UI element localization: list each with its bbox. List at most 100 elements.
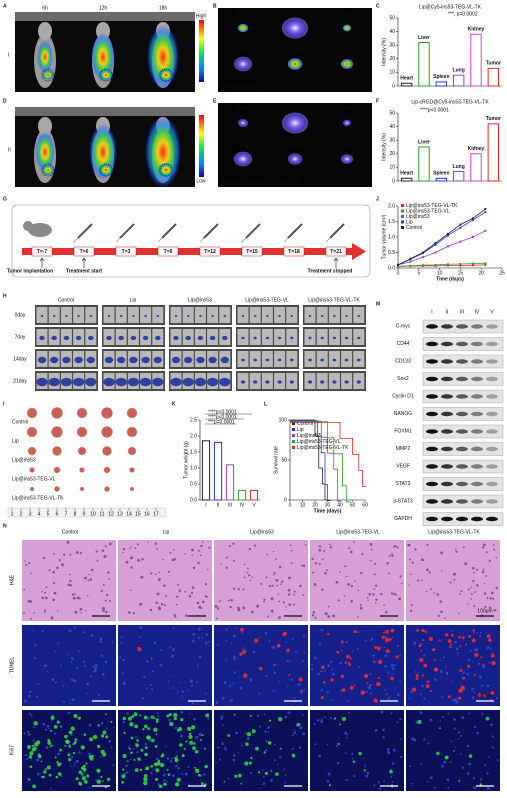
nucleus <box>187 765 190 768</box>
stain-spot <box>385 629 389 634</box>
tumor-signal <box>307 380 313 384</box>
stain-spot <box>49 729 52 732</box>
tumor <box>29 467 35 473</box>
nucleus <box>147 716 150 720</box>
nucleus <box>53 591 57 595</box>
tumor-signal <box>356 358 361 362</box>
tumor-signal <box>240 380 246 384</box>
tumor-signal <box>278 315 281 317</box>
chart-title: Lip-cRGD@Cy5-ins53-TEG-VL-TK <box>411 99 489 105</box>
day-label: 14day <box>13 356 27 362</box>
y-tick-label: 30 <box>389 43 395 49</box>
stain-spot <box>283 631 288 636</box>
nucleus <box>460 590 463 593</box>
stain-spot <box>64 734 68 739</box>
tumor-signal <box>266 315 269 317</box>
stain-spot <box>26 744 32 750</box>
nucleus <box>293 697 296 700</box>
nucleus <box>397 644 400 647</box>
stain-spot <box>244 761 249 766</box>
nucleus <box>44 609 47 611</box>
nucleus <box>229 684 232 687</box>
nucleus <box>53 732 57 735</box>
organ-signal <box>287 152 303 166</box>
stain-spot <box>55 775 59 779</box>
nucleus <box>470 586 473 589</box>
bar <box>435 177 448 182</box>
nucleus <box>168 718 171 722</box>
stain-spot <box>264 771 269 775</box>
nucleus <box>263 598 266 601</box>
nucleus <box>285 605 288 608</box>
tumor <box>102 446 112 456</box>
stain-spot <box>179 743 183 747</box>
category-label: Lung <box>453 164 465 170</box>
stain-spot <box>78 770 83 774</box>
nucleus <box>23 611 25 614</box>
tumor-signal <box>140 377 152 387</box>
nucleus <box>243 563 246 566</box>
nucleus <box>433 786 436 789</box>
nucleus <box>372 654 375 657</box>
nucleus <box>162 773 166 777</box>
tumor-signal <box>60 377 72 387</box>
tumor-signal <box>344 380 349 384</box>
nucleus <box>278 680 280 683</box>
stain-spot <box>415 674 419 678</box>
y-tick-label: 50 <box>389 15 395 21</box>
nucleus <box>421 579 423 582</box>
protein-label: MMP2 <box>396 446 411 452</box>
stain-spot <box>74 738 78 741</box>
stain-spot <box>488 638 492 642</box>
stain-spot <box>199 738 202 741</box>
stain-spot <box>129 722 134 727</box>
stain-spot <box>386 632 389 635</box>
nucleus <box>476 568 479 571</box>
nucleus <box>71 698 75 702</box>
panel-letter: F <box>376 98 379 104</box>
blot-band <box>441 446 453 452</box>
group-label: Control <box>12 419 28 425</box>
stain-spot <box>183 747 186 750</box>
series-line <box>397 211 486 266</box>
nucleus <box>473 786 477 790</box>
ruler-label: 8 <box>74 511 77 517</box>
nucleus <box>389 713 392 715</box>
stain-spot <box>32 784 37 789</box>
stain-spot <box>155 733 158 736</box>
nucleus <box>24 560 26 562</box>
nucleus <box>393 748 396 752</box>
nucleus <box>471 661 474 663</box>
mouse-head <box>38 117 52 135</box>
stain-spot <box>81 773 84 776</box>
nucleus <box>225 749 228 751</box>
nucleus <box>237 588 241 591</box>
bar <box>487 67 500 87</box>
day-box <box>283 246 305 257</box>
nucleus <box>301 659 304 662</box>
stain-spot <box>233 754 236 757</box>
nucleus <box>129 547 131 550</box>
nucleus <box>408 584 411 586</box>
blot-band <box>456 394 468 399</box>
nucleus <box>71 755 74 759</box>
x-tick-label: 15 <box>458 270 464 276</box>
nucleus <box>237 752 240 754</box>
nucleus <box>353 775 356 778</box>
stain-spot <box>468 635 471 638</box>
y-axis-label: Tumor volume (cm³) <box>381 214 387 259</box>
nucleus <box>156 592 160 596</box>
nucleus <box>231 682 234 685</box>
nucleus <box>409 609 413 613</box>
nucleus <box>370 692 373 695</box>
bar <box>400 177 413 182</box>
nucleus <box>70 661 73 663</box>
micrograph <box>22 540 116 621</box>
stain-spot <box>151 738 155 743</box>
nucleus <box>439 720 442 722</box>
stain-spot <box>68 757 72 762</box>
tumor <box>51 426 63 438</box>
nucleus <box>107 571 110 574</box>
nucleus <box>299 584 302 588</box>
stain-spot <box>341 717 346 722</box>
